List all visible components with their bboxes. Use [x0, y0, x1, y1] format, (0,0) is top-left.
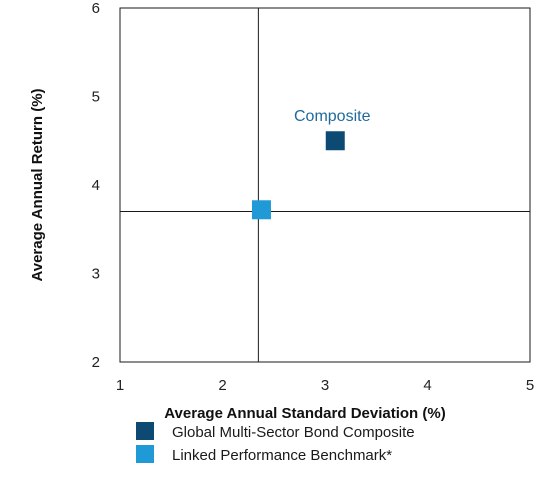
- legend-swatch: [136, 445, 154, 463]
- point-labels: Composite: [294, 108, 371, 125]
- x-tick-label: 3: [321, 377, 329, 394]
- legend: Global Multi-Sector Bond Composite Linked…: [136, 422, 415, 464]
- x-tick-label: 4: [423, 377, 431, 394]
- legend-entry-label: Global Multi-Sector Bond Composite: [172, 424, 415, 441]
- x-tick-label: 1: [116, 377, 124, 394]
- scatter-point: [325, 131, 345, 151]
- y-tick-label: 6: [92, 0, 100, 17]
- x-tick-label: 2: [218, 377, 226, 394]
- y-tick-label: 4: [92, 177, 100, 194]
- y-axis-label: Average Annual Return (%): [29, 88, 46, 281]
- x-axis-label: Average Annual Standard Deviation (%): [164, 405, 445, 422]
- x-tick-label: 5: [526, 377, 534, 394]
- reference-lines: [120, 8, 530, 362]
- y-tick-label: 3: [92, 266, 100, 283]
- data-points: [251, 131, 345, 220]
- point-data-label: Composite: [294, 108, 371, 125]
- plot-frame: [119, 7, 531, 363]
- legend-entry-label: Linked Performance Benchmark*: [172, 447, 392, 464]
- y-tick-label: 2: [92, 354, 100, 371]
- legend-swatch: [136, 422, 154, 440]
- y-tick-labels: 2 3 4 5 6: [92, 0, 100, 371]
- x-tick-labels: 1 2 3 4 5: [116, 377, 534, 394]
- scatter-point: [251, 200, 271, 220]
- y-tick-label: 5: [92, 89, 100, 106]
